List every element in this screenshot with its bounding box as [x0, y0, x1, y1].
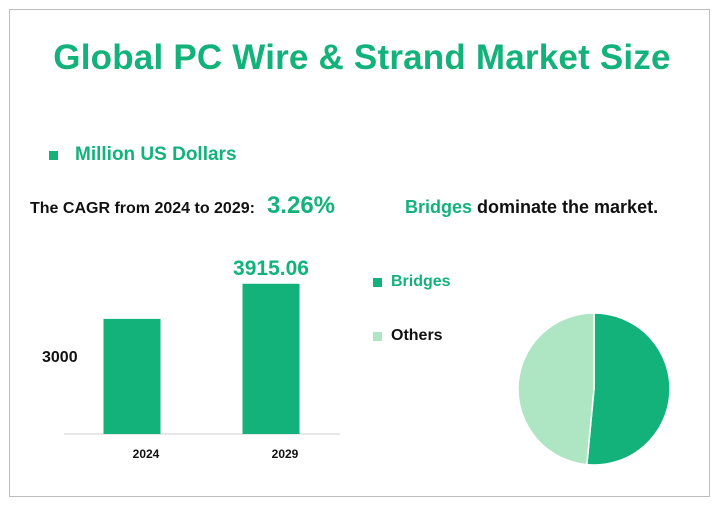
cagr-label: The CAGR from 2024 to 2029: [30, 200, 255, 217]
unit-legend-label: Million US Dollars [75, 144, 237, 165]
bar-2024 [103, 318, 161, 434]
dominant-segment: Bridges [405, 197, 473, 217]
dominance-statement: Bridges dominate the market. [405, 197, 658, 218]
unit-legend: Million US Dollars [49, 144, 237, 166]
dominance-text: dominate the market. [472, 197, 659, 217]
pie-legend-bridges-swatch [373, 277, 382, 287]
x-tick-label-2024: 2024 [133, 447, 160, 461]
pie-slice-bridges [586, 312, 671, 466]
unit-legend-swatch [49, 150, 58, 160]
pie-legend-others-swatch [373, 331, 382, 341]
pie-legend-bridges: Bridges [373, 273, 451, 291]
x-tick-label-2029: 2029 [272, 447, 299, 461]
pie-legend-others-label: Others [391, 327, 443, 344]
cagr-value: 3.26% [266, 192, 336, 219]
pie-legend-bridges-label: Bridges [391, 273, 451, 290]
cagr-statement: The CAGR from 2024 to 2029: 3.26% [30, 192, 335, 220]
data-label-2024: 3000 [42, 349, 78, 366]
data-label-2029: 3915.06 [233, 257, 309, 280]
bar-2029 [242, 283, 300, 434]
pie-slice-others [517, 312, 595, 466]
page-title: Global PC Wire & Strand Market Size [53, 38, 671, 77]
pie-legend-others: Others [373, 327, 443, 345]
